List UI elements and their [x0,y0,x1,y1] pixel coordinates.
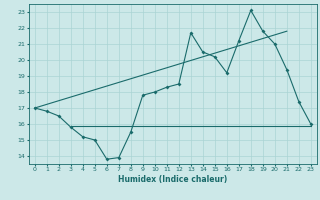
X-axis label: Humidex (Indice chaleur): Humidex (Indice chaleur) [118,175,228,184]
